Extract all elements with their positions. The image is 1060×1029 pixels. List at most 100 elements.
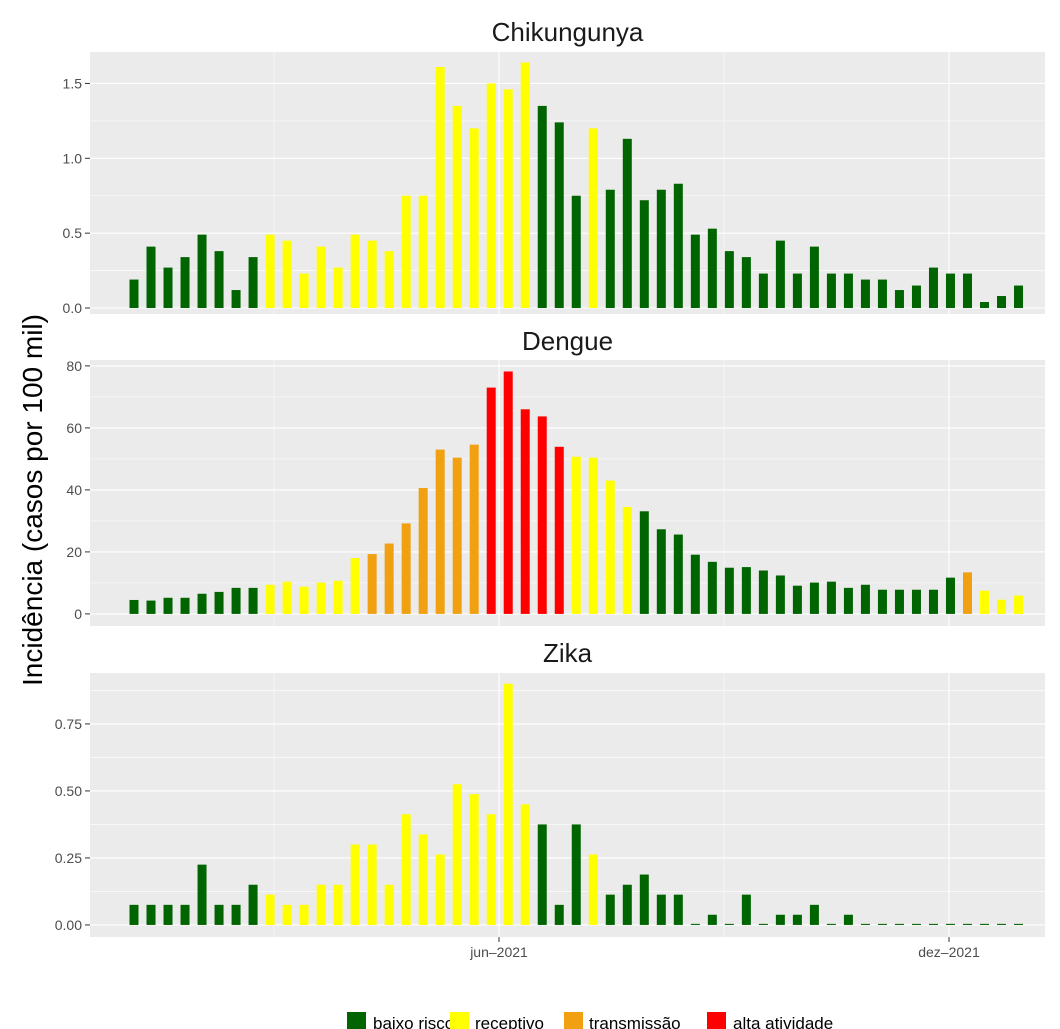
bar bbox=[231, 904, 241, 925]
bar bbox=[1014, 595, 1024, 614]
bar bbox=[146, 600, 156, 614]
bar bbox=[520, 804, 530, 925]
bar bbox=[146, 246, 156, 309]
y-tick-label: 0.5 bbox=[63, 225, 83, 241]
panel-background bbox=[90, 52, 1045, 314]
bar bbox=[707, 561, 717, 614]
bar bbox=[401, 523, 411, 614]
bar bbox=[452, 457, 462, 614]
facet-zika: Zika 0.00 0.25 0.50 0.75 bbox=[55, 638, 1045, 937]
bar bbox=[741, 257, 751, 309]
bar bbox=[724, 251, 734, 309]
bar bbox=[248, 884, 258, 925]
bar bbox=[962, 572, 972, 614]
bar bbox=[622, 884, 632, 925]
bar bbox=[384, 884, 394, 925]
bar bbox=[656, 894, 666, 925]
bar bbox=[231, 290, 241, 309]
bar bbox=[877, 279, 887, 309]
bar bbox=[911, 285, 921, 309]
legend-key-receptivo bbox=[450, 1012, 469, 1029]
bar bbox=[571, 824, 581, 925]
bar bbox=[928, 267, 938, 309]
bar bbox=[588, 128, 598, 309]
bar bbox=[605, 480, 615, 614]
bar bbox=[724, 923, 734, 925]
bar bbox=[605, 189, 615, 309]
legend-key-baixo-risco bbox=[347, 1012, 366, 1029]
bar bbox=[775, 240, 785, 309]
bar bbox=[775, 914, 785, 925]
bar bbox=[418, 195, 428, 309]
y-axis-label: Incidência (casos por 100 mil) bbox=[17, 314, 48, 686]
bar bbox=[571, 195, 581, 309]
bar bbox=[911, 923, 921, 925]
bar bbox=[622, 506, 632, 614]
bar bbox=[299, 904, 309, 925]
bar bbox=[537, 105, 547, 309]
bar bbox=[707, 228, 717, 309]
bar bbox=[401, 814, 411, 925]
bar bbox=[469, 128, 479, 309]
y-tick-label: 0.0 bbox=[63, 300, 83, 316]
bar bbox=[656, 189, 666, 309]
bar bbox=[758, 273, 768, 309]
bar bbox=[350, 234, 360, 309]
bar bbox=[214, 904, 224, 925]
bar bbox=[333, 884, 343, 925]
bar bbox=[894, 290, 904, 309]
legend-key-transmissao bbox=[564, 1012, 583, 1029]
bar bbox=[316, 582, 326, 614]
bar bbox=[843, 273, 853, 309]
bar bbox=[997, 599, 1007, 614]
bar bbox=[435, 66, 445, 309]
bar bbox=[758, 570, 768, 614]
bar bbox=[316, 246, 326, 309]
bar bbox=[282, 581, 292, 614]
bar bbox=[690, 554, 700, 614]
bar bbox=[928, 923, 938, 925]
bar bbox=[503, 371, 513, 614]
bar bbox=[469, 794, 479, 925]
bar bbox=[860, 279, 870, 309]
x-tick-jun: jun–2021 bbox=[469, 944, 528, 960]
bar bbox=[928, 589, 938, 614]
bar bbox=[129, 904, 139, 925]
bar bbox=[809, 904, 819, 925]
bar bbox=[163, 597, 173, 614]
bar bbox=[452, 105, 462, 309]
bar bbox=[809, 582, 819, 614]
legend-label-alta-atividade: alta atividade bbox=[733, 1014, 833, 1029]
legend: baixo risco receptivo transmissão alta a… bbox=[347, 1012, 833, 1029]
bar bbox=[537, 824, 547, 925]
bar bbox=[1014, 285, 1024, 309]
bar bbox=[418, 488, 428, 614]
bar bbox=[775, 575, 785, 614]
y-tick-label: 20 bbox=[66, 544, 82, 560]
bar bbox=[639, 874, 649, 925]
bar bbox=[758, 923, 768, 925]
bar bbox=[673, 534, 683, 614]
bar bbox=[860, 584, 870, 614]
facet-chikungunya: Chikungunya 0.0 0.5 1.0 1.5 bbox=[63, 17, 1045, 316]
bar bbox=[588, 457, 598, 614]
bar bbox=[826, 923, 836, 925]
y-tick-label: 1.5 bbox=[63, 75, 83, 91]
bar bbox=[554, 446, 564, 614]
bar bbox=[163, 267, 173, 309]
bar bbox=[401, 195, 411, 309]
bar bbox=[316, 884, 326, 925]
bar bbox=[282, 904, 292, 925]
bar bbox=[333, 580, 343, 614]
bar bbox=[826, 581, 836, 614]
bar bbox=[452, 784, 462, 925]
bar bbox=[980, 923, 989, 925]
bar bbox=[248, 587, 258, 614]
bar bbox=[469, 444, 479, 614]
bar bbox=[792, 585, 802, 614]
facet-title: Dengue bbox=[522, 326, 613, 356]
bar bbox=[197, 593, 207, 614]
bar bbox=[571, 456, 581, 614]
bar bbox=[690, 234, 700, 309]
bar bbox=[707, 914, 717, 925]
